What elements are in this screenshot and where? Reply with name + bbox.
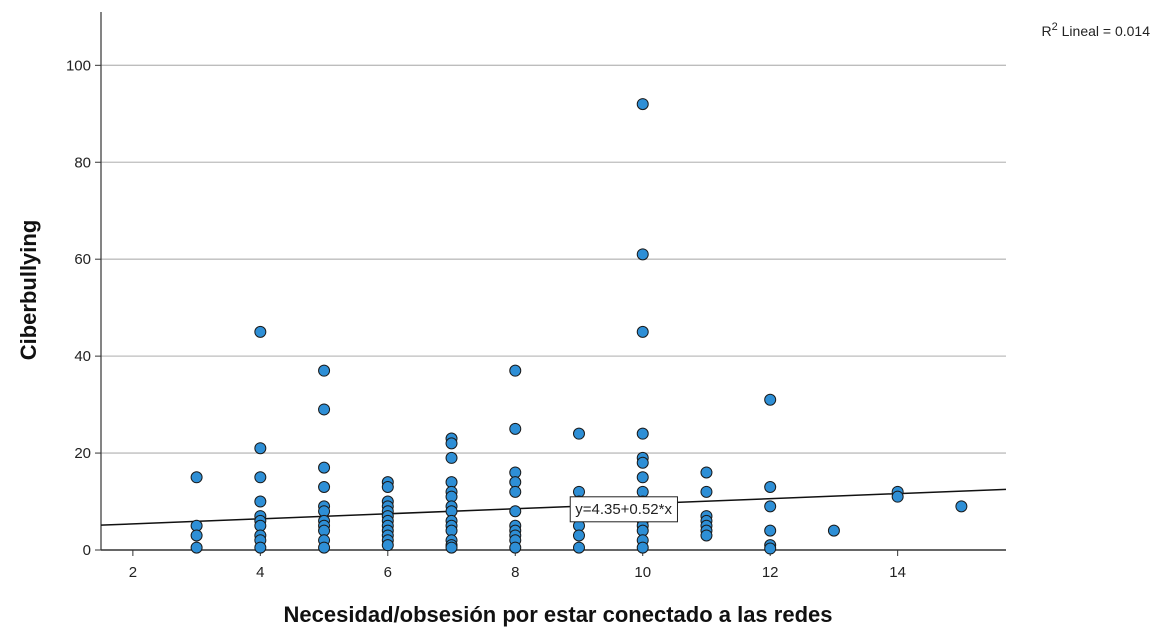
axes <box>100 12 1006 551</box>
y-tick-label: 80 <box>74 154 91 171</box>
data-point <box>381 480 394 493</box>
y-tick-label: 20 <box>74 445 91 462</box>
data-point <box>381 539 394 552</box>
data-point <box>318 364 331 377</box>
data-point <box>636 541 649 554</box>
data-point <box>636 456 649 469</box>
data-point <box>636 427 649 440</box>
data-point <box>190 529 203 542</box>
fit-line <box>100 488 1007 526</box>
data-point <box>955 500 968 513</box>
data-point <box>190 471 203 484</box>
fit-line-group <box>100 488 1007 526</box>
data-point <box>509 505 522 518</box>
data-point <box>827 524 840 537</box>
data-point <box>509 541 522 554</box>
x-ticks: 2 4 6 8 10 12 14 <box>129 550 906 581</box>
r2-label: R2 Lineal = 0.014 <box>1042 21 1151 39</box>
y-tick-label: 0 <box>83 542 91 559</box>
data-point <box>572 427 585 440</box>
data-point <box>764 500 777 513</box>
data-point <box>254 325 267 338</box>
y-tick-label: 60 <box>74 251 91 268</box>
data-point <box>445 437 458 450</box>
data-point <box>254 442 267 455</box>
equation-label-box: y=4.35+0.52*x <box>569 496 678 523</box>
x-tick-label: 8 <box>511 564 519 581</box>
data-point <box>318 461 331 474</box>
data-point <box>254 471 267 484</box>
data-point <box>572 541 585 554</box>
data-point <box>254 495 267 508</box>
data-point <box>700 485 713 498</box>
data-point <box>636 248 649 261</box>
data-point <box>764 480 777 493</box>
y-ticks: 0 20 40 60 80 100 <box>66 57 101 559</box>
y-tick-label: 100 <box>66 57 91 74</box>
fit-equation-label: y=4.35+0.52*x <box>575 501 672 518</box>
data-point <box>318 403 331 416</box>
data-point <box>509 422 522 435</box>
data-point <box>509 485 522 498</box>
data-point <box>891 490 904 503</box>
data-point <box>318 541 331 554</box>
x-tick-label: 10 <box>634 564 651 581</box>
y-axis-title: Ciberbullying <box>16 220 41 361</box>
data-point <box>764 524 777 537</box>
x-tick-label: 14 <box>889 564 906 581</box>
data-point <box>764 542 777 555</box>
data-point <box>445 541 458 554</box>
data-point <box>636 98 649 111</box>
data-point <box>636 471 649 484</box>
data-point <box>764 393 777 406</box>
x-tick-label: 4 <box>256 564 264 581</box>
data-point <box>254 541 267 554</box>
data-point <box>700 466 713 479</box>
data-point <box>636 325 649 338</box>
data-point <box>572 529 585 542</box>
data-point <box>190 541 203 554</box>
gridlines <box>101 64 1006 454</box>
data-point <box>509 364 522 377</box>
scatter-points <box>190 98 968 555</box>
data-point <box>318 480 331 493</box>
x-axis-title: Necesidad/obsesión por estar conectado a… <box>284 602 833 627</box>
x-tick-label: 2 <box>129 564 137 581</box>
data-point <box>700 529 713 542</box>
data-point <box>445 451 458 464</box>
x-tick-label: 6 <box>384 564 392 581</box>
y-tick-label: 40 <box>74 348 91 365</box>
x-tick-label: 12 <box>762 564 779 581</box>
